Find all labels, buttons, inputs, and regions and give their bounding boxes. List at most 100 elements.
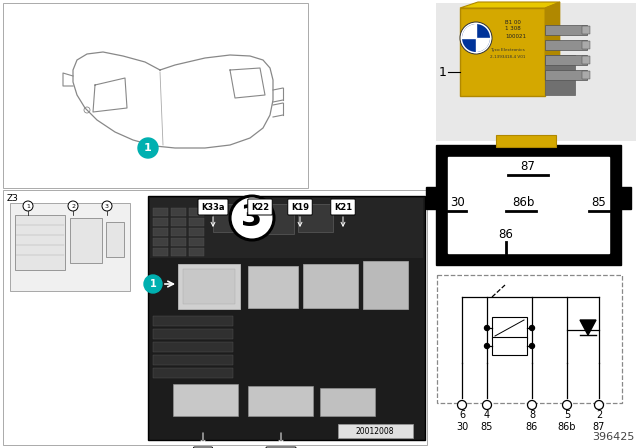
Bar	[582, 26, 590, 34]
Bar	[320, 388, 375, 416]
Circle shape	[529, 344, 534, 349]
Circle shape	[144, 275, 162, 293]
Text: 86b: 86b	[557, 422, 576, 432]
Bar	[189, 228, 204, 236]
Polygon shape	[580, 320, 596, 335]
Polygon shape	[460, 2, 560, 8]
Bar	[189, 248, 204, 256]
Bar	[171, 218, 186, 226]
Text: Tyco Electronics: Tyco Electronics	[490, 48, 525, 52]
Polygon shape	[545, 2, 560, 80]
Text: K19: K19	[291, 202, 309, 211]
Text: 30: 30	[456, 422, 468, 432]
Text: 85: 85	[591, 197, 606, 210]
Text: 4: 4	[484, 410, 490, 420]
Bar	[178, 264, 240, 309]
Circle shape	[23, 201, 33, 211]
Bar	[338, 424, 413, 438]
Bar	[171, 228, 186, 236]
Bar	[153, 208, 168, 216]
Circle shape	[102, 201, 112, 211]
Bar	[189, 218, 204, 226]
Circle shape	[563, 401, 572, 409]
Circle shape	[84, 107, 90, 113]
Bar	[582, 56, 590, 64]
Bar	[545, 55, 587, 65]
FancyBboxPatch shape	[248, 199, 272, 215]
Text: 5: 5	[564, 410, 570, 420]
Bar	[248, 266, 298, 308]
Bar	[303, 264, 358, 308]
Bar	[436, 145, 621, 265]
Text: 30: 30	[451, 197, 465, 210]
Bar	[153, 238, 168, 246]
FancyBboxPatch shape	[266, 447, 296, 448]
Text: K22: K22	[251, 202, 269, 211]
Bar	[173, 384, 238, 416]
Bar	[545, 25, 587, 35]
Circle shape	[230, 196, 274, 240]
Circle shape	[484, 326, 490, 331]
Text: 1: 1	[439, 65, 447, 78]
Text: 86: 86	[526, 422, 538, 432]
Circle shape	[529, 326, 534, 331]
Wedge shape	[476, 38, 490, 52]
Bar	[183, 269, 235, 304]
Bar	[266, 204, 294, 234]
FancyBboxPatch shape	[193, 447, 212, 448]
Bar	[189, 238, 204, 246]
Text: 86: 86	[499, 228, 513, 241]
Bar	[15, 215, 65, 270]
Text: 3: 3	[241, 203, 262, 233]
Bar	[248, 386, 313, 416]
Bar	[437, 275, 622, 403]
Text: 8: 8	[529, 410, 535, 420]
Text: 396425: 396425	[593, 432, 635, 442]
Text: B1 00: B1 00	[505, 20, 521, 25]
Bar	[171, 248, 186, 256]
Bar	[492, 317, 527, 339]
Bar	[10, 203, 130, 291]
Bar	[545, 55, 575, 95]
Bar	[153, 329, 233, 339]
Bar	[153, 228, 168, 236]
Bar	[153, 248, 168, 256]
Text: 86b: 86b	[512, 197, 534, 210]
Circle shape	[462, 24, 490, 52]
Circle shape	[595, 401, 604, 409]
Bar	[150, 198, 423, 258]
Bar	[148, 196, 425, 440]
FancyBboxPatch shape	[198, 199, 228, 215]
Bar	[70, 218, 102, 263]
Text: 1: 1	[150, 279, 156, 289]
Bar	[460, 8, 545, 96]
Circle shape	[460, 22, 492, 54]
Text: 2: 2	[71, 203, 75, 208]
Bar	[153, 355, 233, 365]
Bar	[492, 337, 527, 355]
Wedge shape	[462, 24, 476, 38]
Text: K33a: K33a	[201, 202, 225, 211]
Circle shape	[138, 138, 158, 158]
FancyBboxPatch shape	[288, 199, 312, 215]
Bar	[582, 41, 590, 49]
Bar	[153, 218, 168, 226]
Bar	[213, 204, 235, 232]
Circle shape	[527, 401, 536, 409]
Bar	[363, 261, 408, 309]
Bar	[298, 204, 333, 232]
Text: 87: 87	[520, 160, 536, 173]
Circle shape	[458, 401, 467, 409]
Text: 1 308: 1 308	[505, 26, 521, 31]
Bar	[582, 71, 590, 79]
Bar	[238, 204, 263, 232]
Bar	[621, 187, 631, 209]
Text: 20012008: 20012008	[356, 426, 394, 435]
Bar	[426, 187, 436, 209]
Text: Z3: Z3	[7, 194, 19, 203]
Bar	[153, 342, 233, 352]
Bar	[106, 222, 124, 257]
Text: 1: 1	[144, 143, 152, 153]
Text: 85: 85	[481, 422, 493, 432]
Text: 6: 6	[459, 410, 465, 420]
